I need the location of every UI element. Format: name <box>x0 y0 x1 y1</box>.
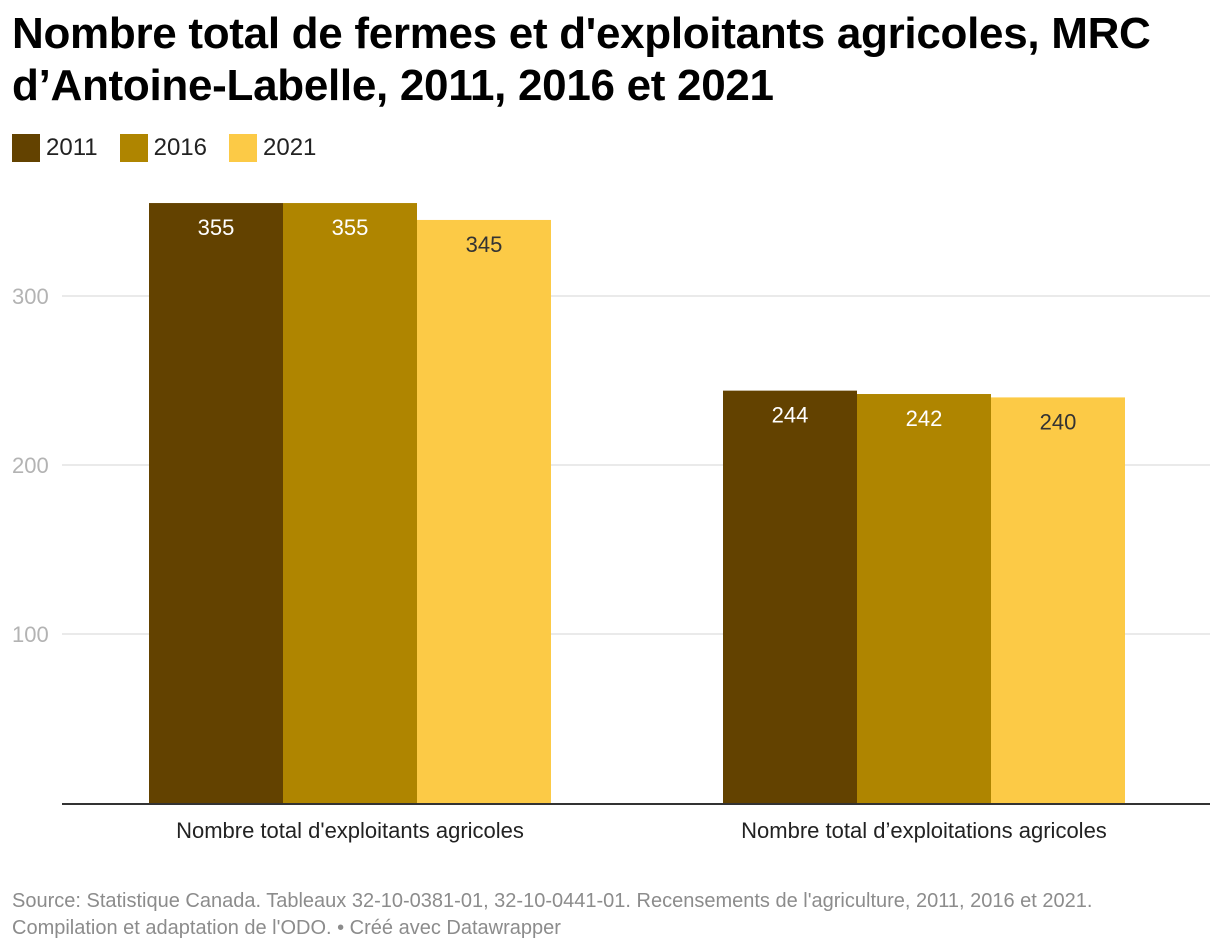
x-category-label-2: Nombre total d’exploitations agricoles <box>741 818 1107 843</box>
bar-2016-1 <box>283 203 417 804</box>
legend-swatch-2016 <box>119 134 148 162</box>
legend-item-2021: 2021 <box>229 134 316 162</box>
bar-2021-1 <box>417 219 551 803</box>
bar-2011-1 <box>149 203 283 804</box>
legend-label-2016: 2016 <box>153 134 207 161</box>
legend-label-2011: 2011 <box>46 134 98 161</box>
bar-2011-2 <box>723 390 857 803</box>
y-tick-label-200: 200 <box>12 453 49 478</box>
y-tick-label-100: 100 <box>12 622 49 647</box>
legend-swatch-2021 <box>229 134 257 162</box>
data-label-2021-2: 240 <box>1040 409 1077 434</box>
data-label-2011-1: 355 <box>198 215 235 240</box>
footer: Source: Statistique Canada. Tableaux 32-… <box>12 888 1212 942</box>
legend-item-2016: 2016 <box>119 134 207 162</box>
credit-note: Compilation et adaptation de l'ODO. • Cr… <box>12 917 561 939</box>
legend: 2011 2016 2021 <box>12 133 338 163</box>
data-label-2016-2: 242 <box>906 406 943 431</box>
data-label-2016-1: 355 <box>332 215 369 240</box>
data-label-2021-1: 345 <box>466 232 503 257</box>
chart-title: Nombre total de fermes et d'exploitants … <box>12 9 1151 110</box>
legend-swatch-2011 <box>12 134 40 162</box>
data-label-2011-2: 244 <box>772 403 809 428</box>
y-tick-label-300: 300 <box>12 284 49 309</box>
bar-2021-2 <box>991 397 1125 803</box>
source-note: Source: Statistique Canada. Tableaux 32-… <box>12 890 1093 912</box>
bar-2016-2 <box>857 394 991 803</box>
legend-item-2011: 2011 <box>12 134 98 162</box>
x-category-label-1: Nombre total d'exploitants agricoles <box>176 818 524 843</box>
legend-label-2021: 2021 <box>263 134 317 161</box>
